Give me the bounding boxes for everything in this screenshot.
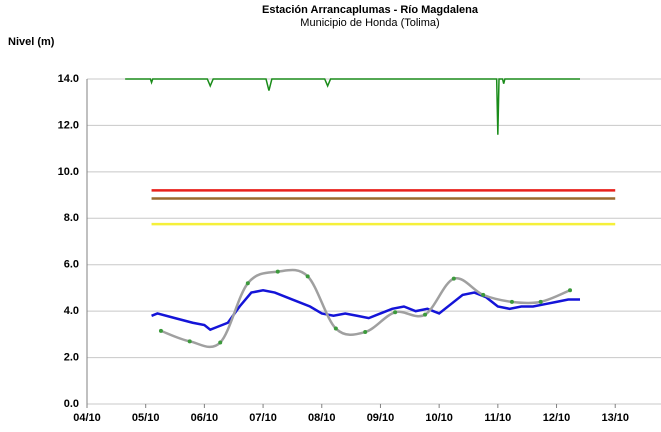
point	[275, 269, 280, 274]
point	[481, 292, 486, 297]
chart-subtitle: Municipio de Honda (Tolima)	[300, 17, 439, 29]
series-line	[125, 78, 581, 135]
point	[423, 312, 428, 317]
x-tick-label: 10/10	[425, 412, 453, 424]
point	[538, 299, 543, 304]
y-tick-label: 12.0	[58, 119, 79, 131]
x-tick-label: 12/10	[543, 412, 571, 424]
x-tick-label: 06/10	[191, 412, 219, 424]
point	[245, 281, 250, 286]
point	[363, 330, 368, 335]
y-tick-label: 2.0	[64, 351, 79, 363]
y-axis-label: Nivel (m)	[8, 36, 55, 48]
x-tick-label: 07/10	[249, 412, 277, 424]
point	[187, 339, 192, 344]
y-tick-label: 10.0	[58, 166, 79, 178]
series-line	[151, 288, 581, 332]
point	[158, 328, 163, 333]
x-tick-label: 08/10	[308, 412, 336, 424]
y-tick-label: 6.0	[64, 259, 79, 271]
y-tick-label: 4.0	[64, 305, 79, 317]
point	[451, 276, 456, 281]
chart-title: Estación Arrancaplumas - Río Magdalena	[262, 4, 479, 16]
point	[393, 310, 398, 315]
point	[509, 299, 514, 304]
x-tick-label: 05/10	[132, 412, 160, 424]
point	[568, 288, 573, 293]
y-tick-label: 14.0	[58, 73, 79, 85]
x-tick-label: 09/10	[367, 412, 395, 424]
x-tick-label: 13/10	[601, 412, 629, 424]
point	[305, 274, 310, 279]
point	[333, 326, 338, 331]
point	[218, 340, 223, 345]
y-tick-label: 8.0	[64, 212, 79, 224]
x-tick-label: 11/10	[484, 412, 511, 424]
x-tick-label: 04/10	[73, 412, 101, 424]
y-tick-label: 0.0	[64, 398, 79, 410]
